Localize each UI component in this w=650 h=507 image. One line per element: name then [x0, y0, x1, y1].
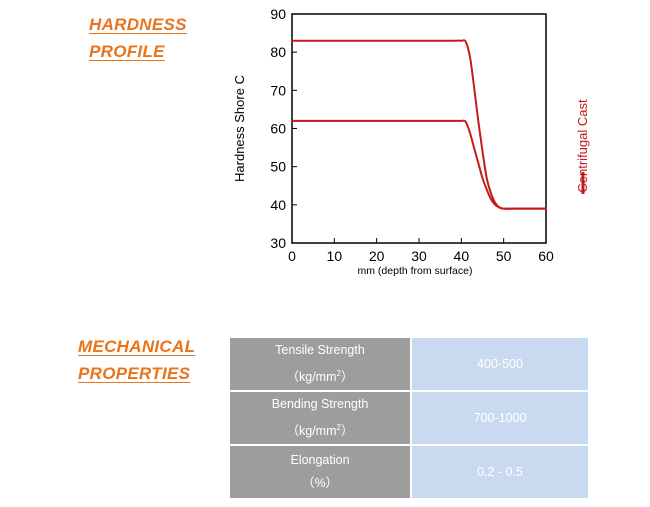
x-axis-label: mm (depth from surface): [358, 265, 473, 277]
x-tick-label: 0: [288, 248, 296, 264]
property-name: Tensile Strength: [275, 342, 365, 357]
property-name: Elongation: [290, 453, 350, 467]
y-tick-label: 50: [270, 159, 286, 175]
x-tick-label: 50: [496, 248, 512, 264]
chart-labels: 0 10 20 30 40 50 60 30 40 50 60 70 80 90 mm (depth fro…: [232, 6, 590, 277]
property-unit: （kg/mm2）: [286, 368, 354, 385]
property-name-cell: Elongation （%）: [230, 446, 412, 498]
mechanical-properties-heading: MECHANICAL PROPERTIES: [78, 333, 195, 387]
property-unit: （kg/mm2）: [286, 422, 354, 439]
heading-line-1: HARDNESS: [89, 15, 187, 34]
property-name: Bending Strength: [271, 396, 369, 411]
property-value: 400-500: [412, 338, 588, 390]
y-tick-label: 80: [270, 44, 286, 60]
heading-line-2: PROFILE: [89, 42, 165, 61]
y-tick-label: 90: [270, 6, 286, 22]
y-tick-label: 70: [270, 82, 286, 98]
y-tick-label: 40: [270, 197, 286, 213]
property-value: 0.2 - 0.5: [412, 446, 588, 498]
x-tick-label: 20: [369, 248, 385, 264]
x-tick-label: 10: [327, 248, 343, 264]
legend-label: Centrifugal Cast: [575, 99, 590, 193]
x-tick-label: 40: [454, 248, 470, 264]
x-tick-label: 30: [411, 248, 427, 264]
table-row: Elongation （%） 0.2 - 0.5: [230, 446, 588, 498]
hardness-profile-heading: HARDNESS PROFILE: [89, 11, 187, 65]
mechanical-properties-table: Tensile Strength （kg/mm2） 400-500 Bendin…: [230, 336, 588, 500]
table-row: Bending Strength （kg/mm2） 700-1000: [230, 392, 588, 444]
chart-series: [291, 39, 547, 210]
hardness-chart: 0 10 20 30 40 50 60 30 40 50 60 70 80 90 mm (depth fro…: [232, 6, 590, 277]
series-line-2: [291, 119, 547, 210]
property-unit: （%）: [301, 476, 339, 490]
y-axis-label: Hardness Shore C: [232, 75, 247, 182]
property-name-cell: Tensile Strength （kg/mm2）: [230, 338, 412, 390]
property-name-cell: Bending Strength （kg/mm2）: [230, 392, 412, 444]
table-row: Tensile Strength （kg/mm2） 400-500: [230, 338, 588, 390]
series-line-1: [291, 39, 547, 210]
heading-line-1: MECHANICAL: [78, 337, 196, 356]
y-tick-label: 60: [270, 121, 286, 137]
property-value: 700-1000: [412, 392, 588, 444]
heading-line-2: PROPERTIES: [78, 364, 191, 383]
chart-axes: [291, 13, 547, 244]
y-tick-label: 30: [270, 235, 286, 251]
x-tick-label: 60: [538, 248, 554, 264]
